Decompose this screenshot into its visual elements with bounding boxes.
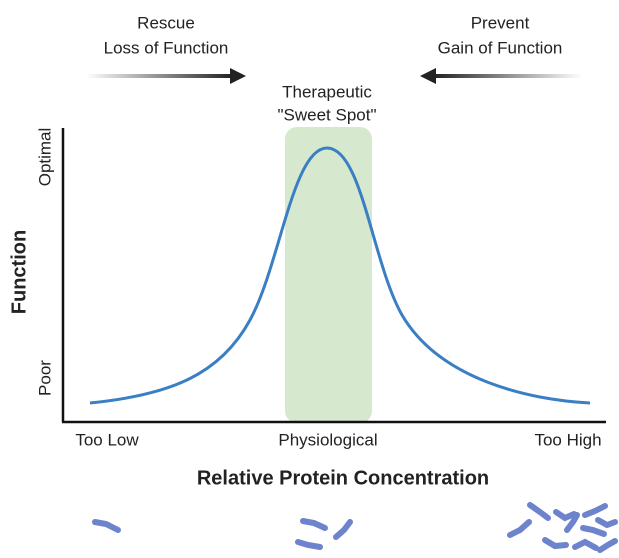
right-note: Gain of Function [438, 38, 563, 57]
molecules [95, 505, 615, 550]
y-axis-title: Function [8, 230, 30, 314]
sweet-spot-label: "Sweet Spot" [277, 105, 376, 124]
right-note: Prevent [471, 13, 530, 32]
sweet-spot-band [285, 127, 372, 423]
sweet-spot-label: Therapeutic [282, 82, 372, 101]
diagram: Rescue Loss of Function Prevent Gain of … [0, 0, 619, 558]
y-bottom-label: Poor [35, 360, 54, 396]
x-label: Too Low [75, 430, 139, 449]
x-label: Too High [534, 430, 601, 449]
left-note: Loss of Function [104, 38, 229, 57]
x-axis-title: Relative Protein Concentration [197, 467, 489, 489]
arrow-right [86, 68, 246, 84]
y-top-label: Optimal [35, 128, 54, 187]
x-label: Physiological [278, 430, 377, 449]
arrow-left [420, 68, 582, 84]
left-note: Rescue [137, 13, 195, 32]
